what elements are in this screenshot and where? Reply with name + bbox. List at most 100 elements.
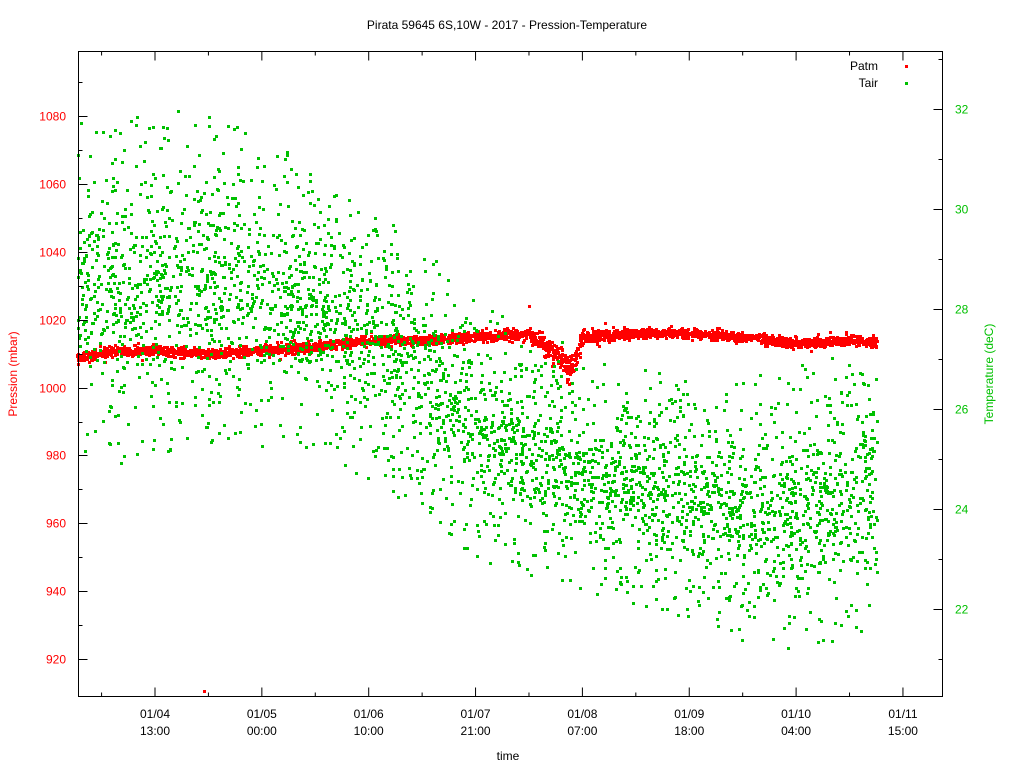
- point-tair: [325, 316, 328, 319]
- point-tair: [237, 318, 240, 321]
- point-tair: [429, 349, 432, 352]
- point-tair: [386, 447, 389, 450]
- point-tair: [357, 211, 360, 214]
- point-tair: [442, 419, 445, 422]
- point-tair: [371, 316, 374, 319]
- point-tair: [378, 335, 381, 338]
- point-patm: [439, 338, 442, 341]
- point-patm: [847, 336, 850, 339]
- point-tair: [371, 342, 374, 345]
- point-patm: [227, 354, 230, 357]
- point-patm: [807, 342, 810, 345]
- point-patm: [624, 329, 627, 332]
- point-tair: [399, 359, 402, 362]
- point-tair: [97, 309, 100, 312]
- point-patm: [199, 353, 202, 356]
- point-patm: [810, 350, 813, 353]
- point-patm: [370, 340, 373, 343]
- point-tair: [160, 301, 163, 304]
- point-tair: [401, 476, 404, 479]
- point-patm: [345, 337, 348, 340]
- point-patm: [563, 365, 566, 368]
- point-tair: [228, 368, 231, 371]
- point-tair: [134, 327, 137, 330]
- point-patm: [552, 362, 555, 365]
- point-tair: [152, 405, 155, 408]
- point-patm: [451, 332, 454, 335]
- point-patm: [481, 329, 484, 332]
- point-patm: [700, 333, 703, 336]
- point-tair: [326, 294, 329, 297]
- point-tair: [361, 279, 364, 282]
- point-tair: [152, 448, 155, 451]
- point-patm: [274, 351, 277, 354]
- point-tair: [437, 404, 440, 407]
- point-tair: [391, 271, 394, 274]
- point-patm: [136, 346, 139, 349]
- point-tair: [450, 402, 453, 405]
- point-tair: [123, 263, 126, 266]
- point-tair: [344, 351, 347, 354]
- point-tair: [298, 221, 301, 224]
- point-patm: [101, 353, 104, 356]
- point-tair: [331, 409, 334, 412]
- point-tair: [278, 234, 281, 237]
- point-patm: [329, 339, 332, 342]
- point-tair: [198, 243, 201, 246]
- point-patm: [561, 348, 564, 351]
- point-tair: [394, 350, 397, 353]
- point-tair: [162, 423, 165, 426]
- point-patm: [646, 329, 649, 332]
- point-patm: [785, 340, 788, 343]
- point-tair: [206, 357, 209, 360]
- point-tair: [237, 303, 240, 306]
- point-patm: [352, 339, 355, 342]
- point-tair: [474, 418, 477, 421]
- point-tair: [392, 490, 395, 493]
- point-patm: [560, 346, 563, 349]
- point-tair: [406, 291, 409, 294]
- point-patm: [433, 339, 436, 342]
- point-patm: [792, 348, 795, 351]
- point-tair: [202, 234, 205, 237]
- point-tair: [179, 290, 182, 293]
- point-tair: [351, 314, 354, 317]
- point-tair: [317, 198, 320, 201]
- point-tair: [313, 204, 316, 207]
- point-patm: [766, 345, 769, 348]
- point-tair: [388, 377, 391, 380]
- point-patm: [302, 342, 305, 345]
- point-tair: [327, 281, 330, 284]
- point-tair: [335, 194, 338, 197]
- point-tair: [137, 333, 140, 336]
- point-tair: [212, 401, 215, 404]
- point-tair: [374, 455, 377, 458]
- point-tair: [220, 327, 223, 330]
- point-tair: [346, 268, 349, 271]
- point-patm: [355, 340, 358, 343]
- point-tair: [290, 365, 293, 368]
- point-tair: [161, 264, 164, 267]
- point-patm: [660, 334, 663, 337]
- point-tair: [166, 186, 169, 189]
- point-tair: [346, 412, 349, 415]
- point-tair: [270, 396, 273, 399]
- point-patm: [605, 329, 608, 332]
- point-tair: [468, 366, 471, 369]
- point-patm: [78, 357, 81, 360]
- point-tair: [331, 355, 334, 358]
- point-tair: [273, 284, 276, 287]
- point-patm: [611, 337, 614, 340]
- point-patm: [648, 331, 651, 334]
- point-tair: [86, 285, 89, 288]
- point-patm: [334, 347, 337, 350]
- point-patm: [767, 340, 770, 343]
- point-tair: [111, 162, 114, 165]
- point-patm: [243, 353, 246, 356]
- point-tair: [378, 393, 381, 396]
- point-tair: [304, 377, 307, 380]
- point-patm: [635, 329, 638, 332]
- point-tair: [290, 274, 293, 277]
- point-tair: [356, 323, 359, 326]
- point-patm: [131, 355, 134, 358]
